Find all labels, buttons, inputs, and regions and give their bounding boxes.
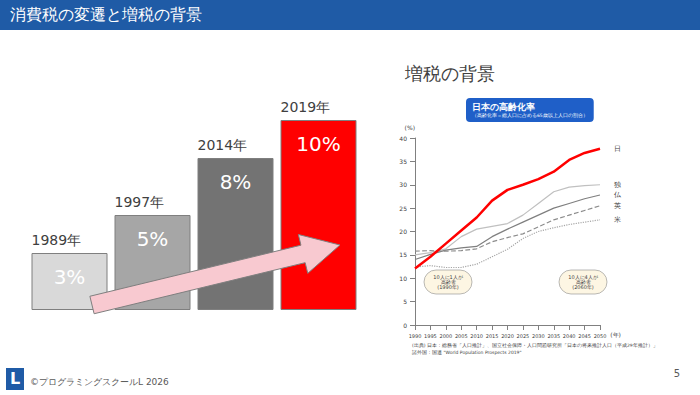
svg-text:高齢者: 高齢者 (440, 279, 456, 285)
svg-text:5: 5 (403, 298, 407, 305)
svg-text:2020: 2020 (501, 333, 514, 339)
svg-text:25: 25 (399, 205, 407, 212)
svg-text:(年): (年) (610, 331, 621, 338)
svg-text:2014年: 2014年 (198, 137, 248, 153)
svg-text:2025: 2025 (517, 333, 530, 339)
html-text:5: 5 (673, 368, 680, 379)
svg-text:2019年: 2019年 (281, 99, 331, 115)
svg-text:2040: 2040 (563, 333, 576, 339)
html-text:消費税の変遷と増税の背景: 消費税の変遷と増税の背景 (10, 5, 202, 24)
html-text:増税の背景: 増税の背景 (405, 63, 495, 84)
svg-text:(1990年): (1990年) (437, 284, 459, 290)
svg-text:2010: 2010 (470, 333, 483, 339)
svg-text:1995: 1995 (424, 333, 437, 339)
svg-text:米: 米 (614, 216, 621, 224)
svg-text:2005: 2005 (455, 333, 468, 339)
svg-text:高齢者: 高齢者 (575, 279, 591, 285)
svg-text:(%): (%) (405, 124, 415, 131)
svg-text:3%: 3% (54, 265, 86, 289)
svg-text:2045: 2045 (578, 333, 591, 339)
svg-text:2030: 2030 (532, 333, 545, 339)
svg-text:8%: 8% (220, 170, 252, 194)
svg-text:20: 20 (399, 228, 407, 235)
svg-text:1990: 1990 (409, 333, 422, 339)
html-text:©プログラミングスクールL 2026: ©プログラミングスクールL 2026 (30, 377, 169, 387)
svg-text:10人に4人が: 10人に4人が (568, 274, 598, 280)
svg-text:10%: 10% (296, 132, 340, 156)
svg-text:英: 英 (614, 202, 621, 210)
svg-text:2015: 2015 (486, 333, 499, 339)
svg-text:2050: 2050 (594, 333, 607, 339)
html-text:L: L (9, 369, 21, 388)
svg-text:（高齢化率＝総人口に占める65歳以上人口の割合）: （高齢化率＝総人口に占める65歳以上人口の割合） (472, 112, 588, 118)
svg-text:35: 35 (399, 158, 407, 165)
svg-text:30: 30 (399, 181, 407, 188)
svg-text:2035: 2035 (547, 333, 560, 339)
svg-text:1997年: 1997年 (115, 194, 165, 210)
svg-text:仏: 仏 (613, 191, 621, 199)
svg-text:0: 0 (403, 322, 407, 329)
svg-text:日: 日 (614, 145, 621, 153)
svg-text:1989年: 1989年 (32, 232, 82, 248)
svg-text:15: 15 (399, 251, 407, 258)
svg-text:2000: 2000 (439, 333, 452, 339)
svg-text:(出典) 日本：総務省「人口推計」、国立社会保障・人口問題研: (出典) 日本：総務省「人口推計」、国立社会保障・人口問題研究所「日本の将来推計… (412, 342, 658, 348)
svg-text:10: 10 (399, 275, 407, 282)
svg-text:10人に1人が: 10人に1人が (433, 274, 463, 280)
svg-text:5%: 5% (137, 227, 169, 251)
svg-text:日本の高齢化率: 日本の高齢化率 (472, 102, 535, 112)
svg-text:諸外国：国連 "World Population Prosp: 諸外国：国連 "World Population Prospects 2019" (412, 349, 522, 355)
svg-text:(2060年): (2060年) (572, 284, 594, 290)
svg-text:40: 40 (399, 135, 407, 142)
svg-text:独: 独 (614, 181, 621, 189)
